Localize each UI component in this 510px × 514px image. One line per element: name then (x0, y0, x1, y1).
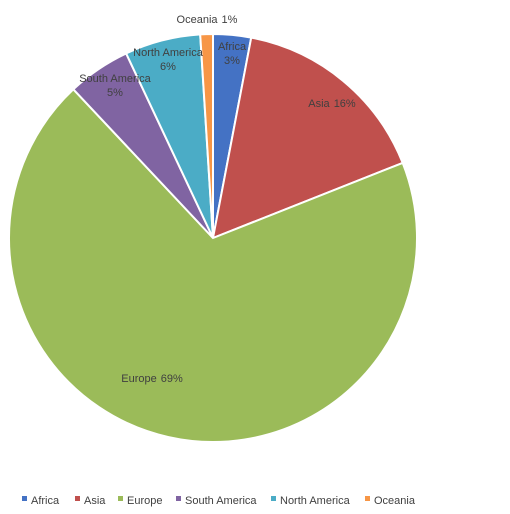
label-value: 1% (222, 14, 238, 26)
data-label: Europe 69% (121, 373, 183, 385)
data-label: North America 6% (133, 47, 204, 73)
legend-marker (75, 496, 80, 501)
label-category: Oceania (177, 14, 219, 26)
data-label: Oceania 1% (177, 14, 238, 26)
legend-marker (22, 496, 27, 501)
legend-marker (271, 496, 276, 501)
pie-slice (8, 87, 418, 443)
label-category: Europe (121, 373, 156, 385)
label-category: Africa (218, 41, 247, 53)
label-category: North America (133, 47, 204, 59)
label-category: Asia (308, 98, 330, 110)
pie-slice (199, 32, 214, 239)
label-value: 6% (160, 61, 176, 73)
label-category: South America (79, 73, 151, 85)
legend-label: Africa (31, 495, 60, 507)
legend-label: Oceania (374, 495, 416, 507)
label-value: 5% (107, 87, 123, 99)
legend-label: South America (185, 495, 257, 507)
legend-marker (176, 496, 181, 501)
data-label: Asia 16% (308, 98, 356, 110)
label-value: 3% (224, 55, 240, 67)
data-label: South America 5% (79, 73, 151, 99)
pie-slice (211, 36, 404, 240)
legend-marker (118, 496, 123, 501)
legend-label: Europe (127, 495, 162, 507)
label-value: 69% (161, 373, 183, 385)
label-value: 16% (334, 98, 356, 110)
data-label: Africa 3% (218, 41, 247, 67)
legend-label: North America (280, 495, 351, 507)
legend-marker (365, 496, 370, 501)
legend-label: Asia (84, 495, 106, 507)
